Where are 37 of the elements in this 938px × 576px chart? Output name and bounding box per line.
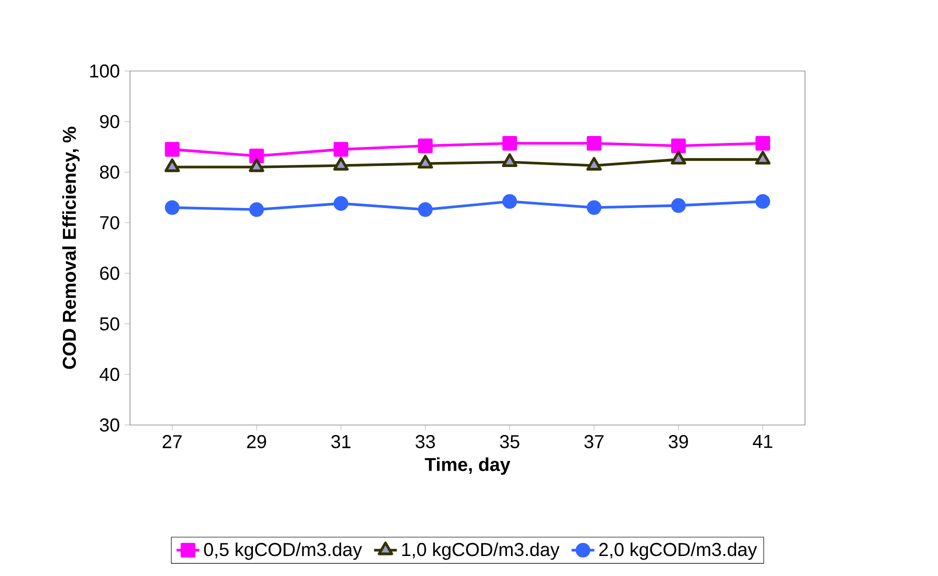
point	[502, 136, 518, 151]
point	[418, 202, 433, 217]
y-tick-label: 30	[100, 418, 120, 432]
x-tick-label: 29	[247, 435, 266, 448]
point	[586, 200, 602, 215]
x-tick-label: 27	[162, 435, 182, 448]
point	[755, 136, 770, 151]
y-tick-label: 70	[100, 216, 120, 230]
point	[671, 198, 686, 213]
y-tick-label: 90	[100, 114, 120, 128]
point	[334, 142, 348, 157]
x-tick-label: 39	[668, 435, 688, 448]
y-tick-label: 50	[100, 317, 120, 330]
legend-label: 1,0 kgCOD/m3.day	[402, 542, 560, 560]
point	[671, 138, 686, 154]
point	[249, 202, 264, 217]
x-tick-label: 31	[331, 435, 350, 448]
point	[586, 136, 602, 151]
y-axis-title: COD Removal Efficiency, %	[62, 126, 80, 369]
y-tick-label: 80	[100, 166, 120, 179]
y-tick-label: 40	[100, 368, 120, 382]
point	[164, 200, 180, 215]
legend-label: 0,5 kgCOD/m3.day	[204, 542, 362, 560]
y-tick-label: 60	[100, 266, 120, 280]
x-tick-label: 37	[584, 435, 604, 448]
point	[755, 194, 770, 209]
point	[418, 138, 433, 154]
point	[249, 148, 264, 164]
point	[334, 196, 348, 211]
y-tick-label: 100	[90, 64, 120, 78]
point	[502, 194, 518, 209]
point	[164, 142, 180, 157]
x-tick-label: 41	[752, 435, 772, 448]
x-tick-label: 33	[416, 435, 435, 448]
x-axis-title: Time, day	[424, 457, 510, 475]
x-tick-label: 35	[500, 435, 520, 448]
legend-label: 2,0 kgCOD/m3.day	[599, 542, 758, 560]
